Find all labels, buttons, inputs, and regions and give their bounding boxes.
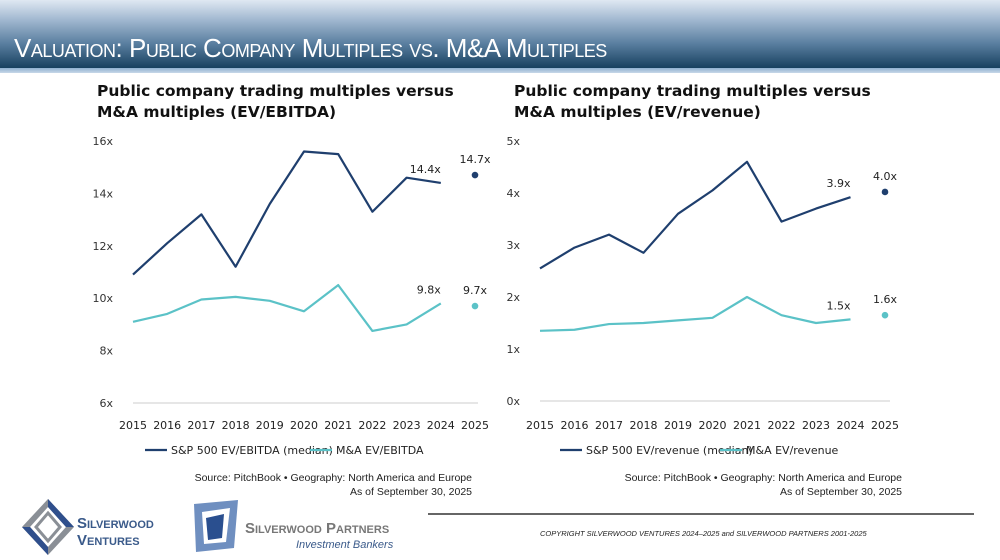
x-tick-label: 2020: [290, 419, 318, 432]
data-label-2025: 4.0x: [873, 170, 897, 183]
copyright-text: COPYRIGHT SILVERWOOD VENTURES 2024–2025 …: [540, 529, 867, 538]
source-text: Source: PitchBook • Geography: North Ame…: [624, 472, 902, 484]
silverwood-ventures-logo-text: Silverwood Ventures: [77, 515, 154, 549]
silverwood-partners-logo-icon: [194, 500, 238, 552]
x-tick-label: 2025: [871, 419, 899, 432]
data-label-2025: 9.7x: [463, 284, 487, 297]
footer-divider: [428, 513, 974, 515]
x-tick-label: 2015: [119, 419, 147, 432]
data-point-2025: [881, 311, 889, 319]
logo-text-line: Silverwood: [77, 515, 154, 532]
y-tick-label: 4x: [506, 187, 520, 200]
data-point-2025: [881, 188, 889, 196]
x-tick-label: 2019: [256, 419, 284, 432]
legend-label: S&P 500 EV/EBITDA (median): [171, 444, 333, 457]
x-tick-label: 2016: [561, 419, 589, 432]
x-tick-label: 2024: [427, 419, 455, 432]
x-tick-label: 2020: [699, 419, 727, 432]
data-label-2024: 14.4x: [410, 163, 441, 176]
x-tick-label: 2023: [393, 419, 421, 432]
data-point-2025: [471, 302, 479, 310]
x-tick-label: 2017: [187, 419, 215, 432]
asof-text: As of September 30, 2025: [350, 486, 472, 498]
source-text: Source: PitchBook • Geography: North Ame…: [194, 472, 472, 484]
x-tick-label: 2016: [153, 419, 181, 432]
x-tick-label: 2021: [733, 419, 761, 432]
chart-title-revenue: Public company trading multiples versus …: [514, 82, 871, 121]
x-tick-label: 2022: [358, 419, 386, 432]
x-tick-label: 2023: [802, 419, 830, 432]
series-line-ma: [132, 284, 442, 333]
header-bar: [0, 0, 1000, 68]
x-tick-label: 2025: [461, 419, 489, 432]
silverwood-partners-tagline: Investment Bankers: [296, 539, 394, 551]
y-tick-label: 6x: [99, 397, 113, 410]
legend-label: M&A EV/revenue: [746, 444, 839, 457]
silverwood-partners-logo-text: Silverwood Partners: [245, 520, 390, 537]
y-tick-label: 2x: [506, 291, 520, 304]
data-label-2025: 1.6x: [873, 293, 897, 306]
series-line-sp500: [539, 160, 851, 270]
chart-title-ebitda: Public company trading multiples versus …: [97, 82, 454, 121]
y-tick-label: 5x: [506, 135, 520, 148]
y-tick-label: 10x: [92, 292, 113, 305]
y-tick-label: 8x: [99, 345, 113, 358]
x-tick-label: 2021: [324, 419, 352, 432]
x-tick-label: 2019: [664, 419, 692, 432]
x-tick-label: 2018: [630, 419, 658, 432]
y-tick-label: 14x: [92, 187, 113, 200]
data-label-2024: 9.8x: [417, 283, 441, 296]
data-point-2025: [471, 171, 479, 179]
chart-source-revenue: Source: PitchBook • Geography: North Ame…: [542, 471, 902, 499]
x-tick-label: 2015: [526, 419, 554, 432]
y-tick-label: 0x: [506, 395, 520, 408]
y-tick-label: 12x: [92, 240, 113, 253]
logo-text-line: Ventures: [77, 532, 140, 549]
data-label-2025: 14.7x: [459, 153, 490, 166]
legend-label: S&P 500 EV/revenue (median): [586, 444, 753, 457]
legend-label: M&A EV/EBITDA: [336, 444, 424, 457]
silverwood-ventures-logo-icon: [22, 499, 74, 555]
charts-canvas: 6x 8x 10x 12x 14x 16x 2015 2016 2017 2018 2019 2020…: [92, 135, 899, 457]
y-tick-label: 1x: [506, 343, 520, 356]
header-divider: [0, 68, 1000, 73]
series-line-sp500: [132, 150, 441, 276]
x-tick-label: 2022: [768, 419, 796, 432]
y-tick-label: 16x: [92, 135, 113, 148]
x-tick-label: 2024: [837, 419, 865, 432]
data-label-2024: 1.5x: [826, 299, 850, 312]
x-tick-label: 2018: [222, 419, 250, 432]
series-line-ma: [539, 295, 851, 332]
x-tick-label: 2017: [595, 419, 623, 432]
data-label-2024: 3.9x: [826, 177, 850, 190]
y-tick-label: 3x: [506, 239, 520, 252]
page-title: Valuation: Public Company Multiples vs. …: [14, 33, 607, 63]
chart-source-ebitda: Source: PitchBook • Geography: North Ame…: [112, 471, 472, 499]
asof-text: As of September 30, 2025: [780, 486, 902, 498]
